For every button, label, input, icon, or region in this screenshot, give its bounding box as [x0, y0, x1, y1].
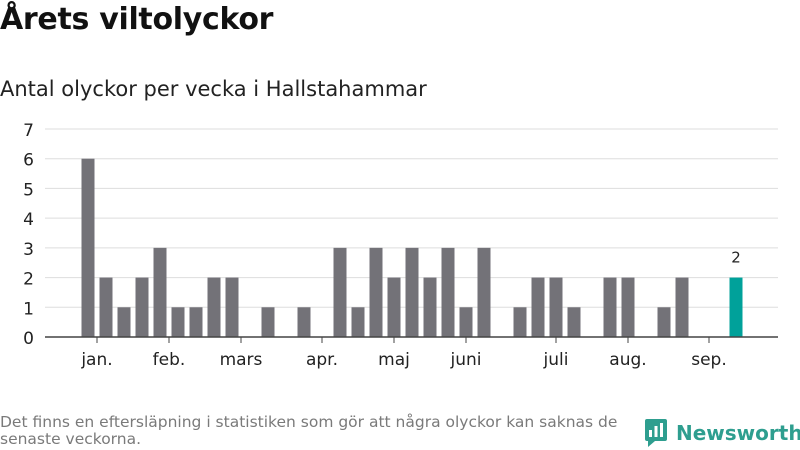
bar	[729, 277, 743, 337]
y-tick-label: 1	[23, 299, 34, 319]
bar	[423, 277, 437, 337]
bar	[117, 307, 131, 337]
bar	[261, 307, 275, 337]
bar	[135, 277, 149, 337]
brand-name: Newsworthy	[676, 421, 800, 445]
bar	[657, 307, 671, 337]
x-tick-label: juni	[450, 350, 482, 370]
bar	[297, 307, 311, 337]
bar	[99, 277, 113, 337]
bar	[189, 307, 203, 337]
y-tick-label: 6	[23, 151, 34, 171]
bar	[333, 247, 347, 337]
bar	[675, 277, 689, 337]
x-axis: jan. feb. mars apr. maj juni juli aug. sep.	[45, 336, 778, 370]
bar-chart: 0 1 2 3 4 5 6 7 2 jan. feb. mars apr. maj juni juli au…	[23, 121, 778, 370]
x-tick-label: juli	[543, 350, 569, 370]
bar	[387, 277, 401, 337]
bar	[351, 307, 365, 337]
bar	[207, 277, 221, 337]
x-tick-label: jan.	[80, 350, 112, 370]
bar	[513, 307, 527, 337]
bar	[603, 277, 617, 337]
chart-title: Årets viltolyckor	[0, 2, 274, 37]
x-tick-label: mars	[220, 350, 263, 370]
data-label: 2	[731, 249, 741, 267]
x-tick-label: apr.	[306, 350, 338, 370]
bar	[441, 247, 455, 337]
bar	[153, 247, 167, 337]
bar	[225, 277, 239, 337]
bar	[621, 277, 635, 337]
y-tick-label: 4	[23, 210, 34, 230]
x-tick-label: aug.	[609, 350, 646, 370]
bar	[459, 307, 473, 337]
y-tick-label: 7	[23, 121, 34, 141]
bars	[81, 158, 743, 337]
brand-logo[interactable]: Newsworthy	[644, 418, 800, 448]
y-tick-label: 0	[23, 329, 34, 349]
y-tick-label: 3	[23, 240, 34, 260]
y-tick-label: 5	[23, 180, 34, 200]
bar	[531, 277, 545, 337]
bar	[171, 307, 185, 337]
chart-subtitle: Antal olyckor per vecka i Hallstahammar	[0, 77, 427, 101]
data-labels: 2	[731, 249, 741, 267]
y-axis-ticks: 0 1 2 3 4 5 6 7	[23, 121, 34, 349]
bar	[567, 307, 581, 337]
x-tick-label: feb.	[153, 350, 186, 370]
bar	[549, 277, 563, 337]
y-tick-label: 2	[23, 270, 34, 290]
bar	[405, 247, 419, 337]
bar	[81, 158, 95, 337]
newsworthy-logo-icon	[645, 419, 667, 447]
x-tick-label: maj	[378, 350, 410, 370]
bar	[477, 247, 491, 337]
x-tick-label: sep.	[691, 350, 727, 370]
bar	[369, 247, 383, 337]
footnote: Det finns en eftersläpning i statistiken…	[0, 413, 618, 448]
